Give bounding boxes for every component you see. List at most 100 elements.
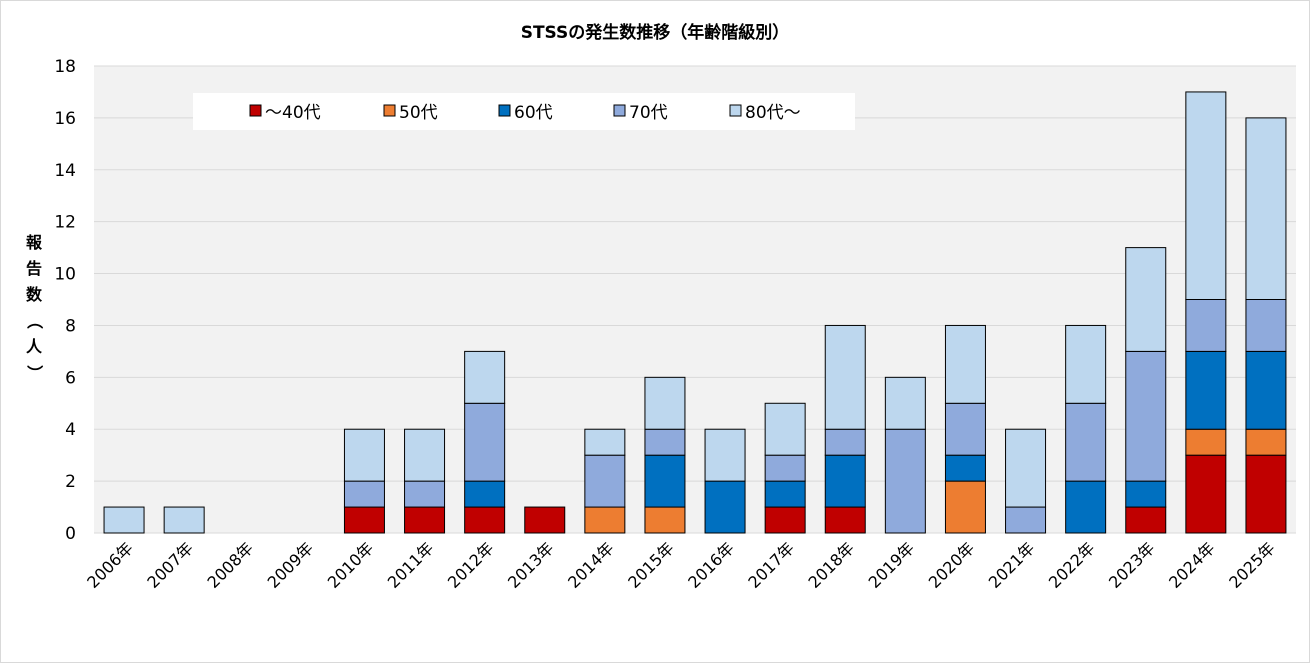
bar-segment: [1125, 480, 1167, 508]
y-axis-label: 報告数（人）: [20, 230, 48, 386]
y-axis-label-char: 告: [25, 259, 42, 278]
bar-segment: [464, 480, 506, 508]
bar-segment: [644, 376, 686, 430]
bar-segment: [464, 506, 506, 534]
y-tick-label: 0: [65, 524, 76, 544]
bar-segment: [824, 428, 866, 456]
bar-segment: [764, 506, 806, 534]
legend-swatch: [613, 104, 626, 117]
legend-label: 70代: [629, 103, 668, 123]
bar-segment: [404, 480, 446, 508]
bar-segment: [764, 480, 806, 508]
bar-segment: [404, 506, 446, 534]
bar-segment: [1005, 506, 1047, 534]
bar-segment: [464, 402, 506, 482]
bar-segment: [1185, 299, 1227, 352]
bar-segment: [944, 454, 986, 482]
y-axis-label-char: 人: [25, 337, 42, 356]
bar-segment: [764, 402, 806, 456]
x-tick-label: 2015年: [624, 538, 678, 592]
legend-label: 80代～: [745, 103, 801, 123]
x-tick-label: 2024年: [1165, 538, 1219, 592]
bar-segment: [644, 506, 686, 534]
y-tick-label: 16: [54, 109, 76, 129]
bar-segment: [404, 428, 446, 482]
y-tick-label: 6: [65, 368, 76, 388]
bar-segment: [764, 454, 806, 482]
y-tick-label: 10: [54, 265, 76, 285]
bar-segment: [1245, 117, 1287, 300]
x-tick-label: 2010年: [324, 538, 378, 592]
bar-segment: [644, 428, 686, 456]
x-tick-label: 2018年: [805, 538, 859, 592]
bar-segment: [343, 506, 385, 534]
bar-segment: [343, 428, 385, 482]
x-tick-label: 2009年: [264, 538, 318, 592]
x-tick-label: 2023年: [1105, 538, 1159, 592]
y-tick-label: 2: [65, 472, 76, 492]
bar-segment: [1065, 324, 1107, 404]
bar-segment: [1125, 350, 1167, 482]
x-tick-label: 2007年: [143, 538, 197, 592]
bar-segment: [584, 506, 626, 534]
legend-box: [193, 93, 855, 130]
y-tick-label: 12: [54, 213, 76, 233]
bar-segment: [824, 454, 866, 508]
bar-segment: [704, 428, 746, 482]
legend-label: 50代: [399, 103, 438, 123]
bar-segment: [1245, 350, 1287, 430]
bar-segment: [944, 324, 986, 404]
legend-swatch: [498, 104, 511, 117]
bar-segment: [1185, 428, 1227, 456]
x-tick-label: 2017年: [744, 538, 798, 592]
bar-segment: [343, 480, 385, 508]
bar-segment: [584, 454, 626, 508]
y-axis-label-char: 報: [25, 233, 42, 252]
bar-segment: [524, 506, 566, 534]
bar-segment: [704, 480, 746, 534]
y-tick-label: 18: [54, 57, 76, 77]
y-axis-label-char: 数: [25, 285, 42, 304]
plot-area: [94, 66, 1296, 533]
y-tick-label: 14: [54, 161, 76, 181]
bar-segment: [1185, 454, 1227, 534]
chart-title: STSSの発生数推移（年齢階級別）: [520, 23, 790, 43]
bar-segment: [644, 454, 686, 508]
x-tick-label: 2025年: [1225, 538, 1279, 592]
legend-swatch: [729, 104, 742, 117]
x-tick-label: 2021年: [985, 538, 1039, 592]
bar-segment: [884, 376, 926, 430]
legend-swatch: [249, 104, 262, 117]
bar-segment: [1125, 506, 1167, 534]
bar-segment: [1125, 247, 1167, 352]
legend-label: 60代: [514, 103, 553, 123]
x-tick-label: 2016年: [684, 538, 738, 592]
bar-segment: [1065, 480, 1107, 534]
y-tick-label: 8: [65, 316, 76, 336]
bar-segment: [584, 428, 626, 456]
bar-segment: [824, 506, 866, 534]
x-tick-label: 2011年: [384, 538, 438, 592]
bar-segment: [464, 350, 506, 404]
bar-segment: [1005, 428, 1047, 508]
bar-segment: [1185, 350, 1227, 430]
x-tick-label: 2008年: [204, 538, 258, 592]
bar-segment: [1185, 91, 1227, 300]
x-tick-label: 2012年: [444, 538, 498, 592]
bar-segment: [1065, 402, 1107, 482]
bar-segment: [824, 324, 866, 430]
legend-swatch: [383, 104, 396, 117]
bar-segment: [1245, 428, 1287, 456]
bar-segment: [1245, 454, 1287, 534]
x-tick-label: 2006年: [83, 538, 137, 592]
bar-segment: [944, 480, 986, 534]
x-tick-label: 2019年: [865, 538, 919, 592]
bar-segment: [163, 506, 205, 534]
x-tick-label: 2014年: [564, 538, 618, 592]
x-tick-label: 2020年: [925, 538, 979, 592]
bar-segment: [1245, 299, 1287, 352]
y-tick-label: 4: [65, 420, 76, 440]
x-tick-label: 2013年: [504, 538, 558, 592]
bar-segment: [944, 402, 986, 456]
bar-segment: [103, 506, 145, 534]
